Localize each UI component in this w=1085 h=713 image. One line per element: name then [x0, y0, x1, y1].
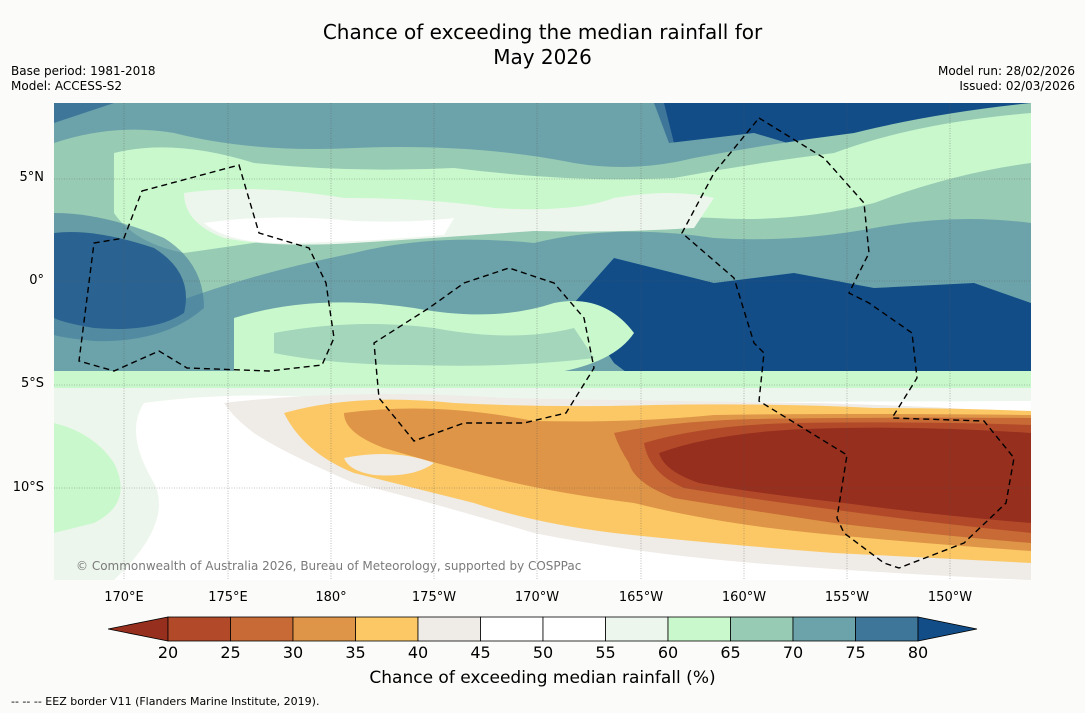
colorbar-bin-40-45 [417, 616, 481, 642]
patch-green-sw [54, 423, 121, 533]
lon-label-165w: 165°W [618, 590, 664, 605]
copyright-notice: © Commonwealth of Australia 2026, Bureau… [76, 559, 582, 573]
lon-label-180: 180° [315, 590, 347, 605]
title-line-2: May 2026 [493, 45, 592, 69]
eez-central [373, 267, 595, 442]
band-green-south [54, 371, 1031, 393]
band-maroon [659, 427, 1031, 523]
colorbar-tick-60: 60 [657, 643, 679, 662]
eez-footnote: -- -- -- EEZ border V11 (Flanders Marine… [11, 695, 320, 708]
colorbar-label: Chance of exceeding median rainfall (%) [369, 668, 716, 688]
lon-label-155w: 155°W [824, 590, 870, 605]
colorbar-bin-60-65 [667, 616, 731, 642]
colorbar-tick-20: 20 [157, 643, 179, 662]
colorbar-tick-25: 25 [220, 643, 241, 662]
colorbar-bin-75-80 [855, 616, 919, 642]
rainfall-map [54, 103, 1031, 580]
eez-west [78, 164, 335, 372]
colorbar-tick-50: 50 [532, 643, 554, 662]
colorbar-tick-45: 45 [470, 643, 491, 662]
colorbar-tick-35: 35 [345, 643, 366, 662]
lon-label-170w: 170°W [514, 590, 560, 605]
colorbar-tick-80: 80 [907, 643, 929, 662]
colorbar-bin-50-55 [542, 616, 606, 642]
band-white-north [204, 217, 454, 243]
colorbar [108, 616, 978, 642]
lat-label-5n: 5°N [19, 170, 45, 185]
meta-left: Base period: 1981-2018 Model: ACCESS-S2 [11, 64, 156, 94]
eez-borders [78, 117, 1015, 569]
title-line-1: Chance of exceeding the median rainfall … [322, 20, 763, 44]
meta-right: Model run: 28/02/2026 Issued: 02/03/2026 [938, 64, 1075, 94]
lat-label-0: 0° [29, 273, 44, 288]
lon-label-170e: 170°E [104, 590, 144, 605]
colorbar-bin-30-35 [292, 616, 356, 642]
colorbar-tick-65: 65 [720, 643, 741, 662]
lat-label-10s: 10°S [12, 480, 44, 495]
lon-label-160w: 160°W [721, 590, 767, 605]
colorbar-under-triangle [108, 616, 169, 642]
model-name: Model: ACCESS-S2 [11, 79, 123, 93]
colorbar-bin-45-50 [480, 616, 544, 642]
colorbar-tick-30: 30 [282, 643, 304, 662]
colorbar-bin-65-70 [730, 616, 794, 642]
lat-label-5s: 5°S [20, 376, 44, 391]
colorbar-bin-20-25 [167, 616, 231, 642]
lon-label-175e: 175°E [208, 590, 248, 605]
base-period: Base period: 1981-2018 [11, 64, 156, 78]
lon-label-150w: 150°W [927, 590, 973, 605]
issued-date: Issued: 02/03/2026 [959, 79, 1075, 93]
lon-label-175w: 175°W [411, 590, 457, 605]
colorbar-bin-55-60 [605, 616, 669, 642]
gridlines [54, 103, 1031, 580]
eez-east [681, 117, 1015, 569]
map-title: Chance of exceeding the median rainfall … [0, 20, 1085, 70]
patch-offwhite-central [344, 454, 434, 476]
band-mint-central [274, 324, 594, 366]
colorbar-bin-70-75 [792, 616, 856, 642]
colorbar-bin-25-30 [230, 616, 294, 642]
patch-steel-west [54, 213, 204, 342]
colorbar-tick-75: 75 [845, 643, 866, 662]
colorbar-tick-40: 40 [407, 643, 429, 662]
colorbar-over-triangle [917, 616, 978, 642]
model-run: Model run: 28/02/2026 [937, 64, 1075, 78]
colorbar-bin-35-40 [355, 616, 419, 642]
colorbar-tick-55: 55 [595, 643, 616, 662]
map-svg [54, 103, 1031, 580]
colorbar-tick-70: 70 [782, 643, 804, 662]
